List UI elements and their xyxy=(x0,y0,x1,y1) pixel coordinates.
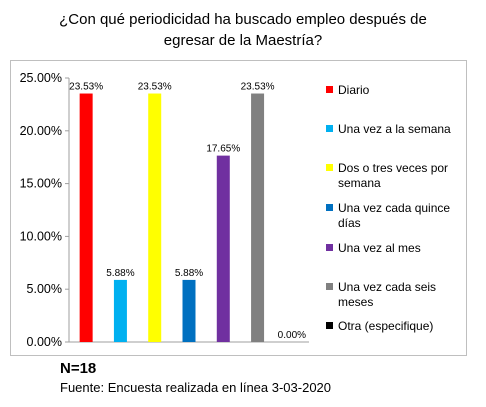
chart-legend: Diario Una vez a la semana Dos o tres vece… xyxy=(316,61,466,355)
bar xyxy=(148,93,162,343)
legend-item: Diario xyxy=(326,83,464,98)
legend-label: Diario xyxy=(338,83,370,97)
legend-swatch xyxy=(326,283,333,290)
bar xyxy=(216,155,230,342)
y-tick-label: 25.00% xyxy=(20,71,62,85)
legend-swatch xyxy=(326,244,333,251)
legend-swatch xyxy=(326,125,333,132)
legend-label: Una vez al mes xyxy=(338,241,421,255)
chart-title-line-2: egresar de la Maestría? xyxy=(163,32,323,49)
chart-frame: 0.00% 5.00% 10.00% 15.00% 20.00% 25.00% 23.53%… xyxy=(10,60,467,356)
bar xyxy=(79,93,93,343)
data-label: 23.53% xyxy=(241,82,275,93)
legend-label: Una vez cada seis meses xyxy=(338,280,437,309)
data-label: 5.88% xyxy=(175,268,203,279)
data-label: 23.53% xyxy=(138,82,172,93)
y-tick-label: 10.00% xyxy=(20,229,62,243)
bar xyxy=(182,279,196,342)
legend-item: Una vez cada seis meses xyxy=(326,280,464,310)
y-tick-label: 0.00% xyxy=(27,335,62,349)
legend-item: Una vez a la semana xyxy=(326,122,464,137)
sample-size: N=18 xyxy=(60,360,97,377)
legend-label: Una vez cada quince días xyxy=(338,201,451,230)
bar xyxy=(251,93,265,343)
chart-title-line-1: ¿Con qué periodicidad ha buscado empleo … xyxy=(59,11,427,28)
legend-item: Una vez al mes xyxy=(326,241,464,256)
data-label: 5.88% xyxy=(106,268,134,279)
legend-swatch xyxy=(326,322,333,329)
data-label: 23.53% xyxy=(69,82,103,93)
legend-label: Dos o tres veces por semana xyxy=(338,161,449,190)
y-tick-label: 5.00% xyxy=(27,282,62,296)
bar-chart: 0.00% 5.00% 10.00% 15.00% 20.00% 25.00% 23.53%… xyxy=(20,71,309,349)
legend-swatch xyxy=(326,164,333,171)
legend-item: Dos o tres veces por semana xyxy=(326,161,464,191)
data-label: 0.00% xyxy=(278,330,306,341)
source-note: Fuente: Encuesta realizada en línea 3-03… xyxy=(60,380,332,395)
legend-label: Una vez a la semana xyxy=(338,122,451,136)
bar xyxy=(113,279,127,342)
y-tick-label: 15.00% xyxy=(20,177,62,191)
legend-swatch xyxy=(326,204,333,211)
legend-item: Otra (especifique) xyxy=(326,319,464,334)
chart-title: ¿Con qué periodicidad ha buscado empleo … xyxy=(0,9,486,51)
data-label: 17.65% xyxy=(206,144,240,155)
legend-item: Una vez cada quince días xyxy=(326,201,464,231)
legend-label: Otra (especifique) xyxy=(338,319,434,333)
legend-swatch xyxy=(326,86,333,93)
y-tick-label: 20.00% xyxy=(20,124,62,138)
